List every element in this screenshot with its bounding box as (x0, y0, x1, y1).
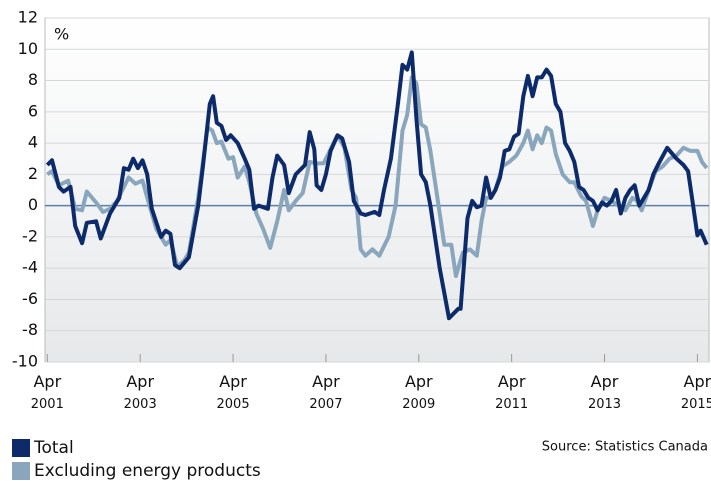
y-tick-label: -10 (12, 352, 38, 371)
y-tick-label: 0 (28, 195, 38, 214)
x-tick-label: Apr 2001 (31, 372, 64, 412)
legend-label: Total (33, 438, 74, 458)
y-tick-label: -8 (22, 320, 38, 339)
y-tick-label: 8 (28, 70, 38, 89)
source: Source: Statistics Canada (542, 440, 708, 455)
x-tick-label: Apr 2009 (402, 372, 435, 412)
y-tick-label: -6 (22, 289, 38, 308)
y-tick-label: 12 (18, 8, 38, 27)
legend-swatch (12, 462, 30, 480)
x-tick-label: Apr 2013 (588, 372, 621, 412)
plot-area (44, 17, 710, 363)
x-tick-label: Apr 2015 (681, 372, 711, 412)
legend-label: Excluding energy products (34, 461, 261, 481)
x-tick-label: Apr 2003 (124, 372, 157, 412)
line-series (46, 75, 709, 278)
x-tick-label: Apr 2011 (495, 372, 528, 412)
x-tick-label: Apr 2007 (309, 372, 342, 412)
y-tick-label: -2 (22, 226, 38, 245)
line-series (45, 50, 709, 321)
y-tick-label: 10 (18, 39, 38, 58)
y-axis-label: % (54, 25, 69, 44)
x-tick-label: Apr 2005 (217, 372, 250, 412)
y-tick-label: 6 (28, 101, 38, 120)
legend-swatch (12, 439, 30, 457)
y-tick-label: 2 (28, 164, 38, 183)
y-tick-label: -4 (22, 258, 38, 277)
y-tick-label: 4 (28, 133, 38, 152)
